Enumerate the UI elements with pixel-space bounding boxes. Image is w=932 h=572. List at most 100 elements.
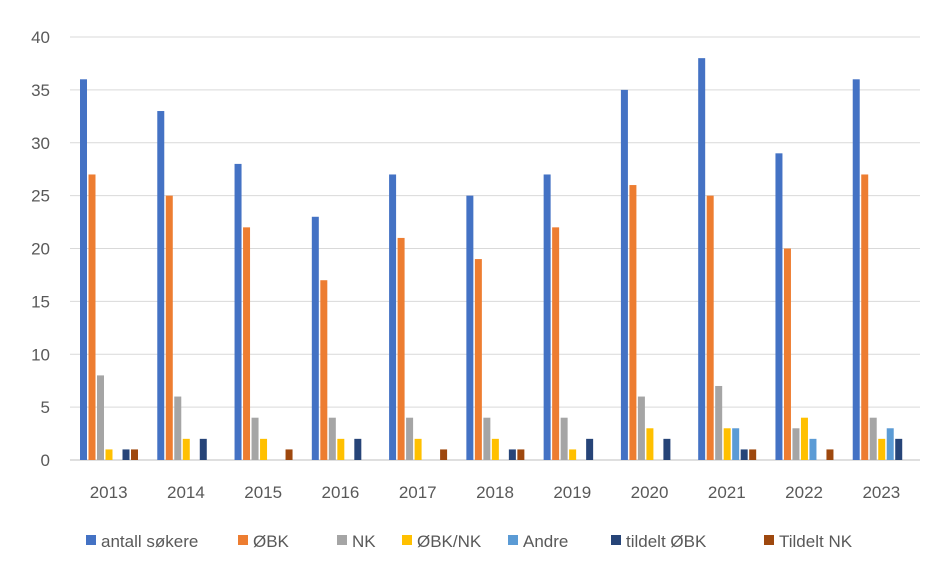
- bar-antall-søkere-2019: [543, 174, 551, 460]
- legend: antall søkere ØBK NK ØBK/NK Andre tildelt ØBK…: [86, 532, 853, 551]
- y-tick-label: 5: [41, 398, 50, 417]
- bar-tildelt-nk-2018: [517, 449, 525, 460]
- bar-nk-2023: [869, 417, 877, 460]
- x-tick-label: 2014: [167, 483, 205, 502]
- bar-øbk-2023: [861, 174, 869, 460]
- bar-tildelt-nk-2015: [285, 449, 293, 460]
- bar-antall-søkere-2020: [620, 89, 628, 460]
- x-axis: 2013 2014 2015 2016 2017 2018 2019 2020 2021 2022…: [90, 483, 901, 502]
- x-tick-label: 2021: [708, 483, 746, 502]
- x-tick-label: 2022: [785, 483, 823, 502]
- y-tick-label: 20: [31, 240, 50, 259]
- bar-antall-søkere-2022: [775, 153, 783, 460]
- bar-antall-søkere-2017: [389, 174, 397, 460]
- bar-øbk-nk-2015: [260, 438, 268, 460]
- bar-øbk-2018: [474, 259, 482, 460]
- bar-øbk-2015: [243, 227, 251, 460]
- legend-swatch: [337, 535, 347, 545]
- bar-nk-2021: [715, 385, 723, 460]
- legend-swatch: [238, 535, 248, 545]
- bar-antall-søkere-2021: [698, 58, 706, 461]
- x-tick-label: 2018: [476, 483, 514, 502]
- legend-swatch: [508, 535, 518, 545]
- bar-øbk-nk-2022: [800, 417, 808, 460]
- y-tick-label: 0: [41, 451, 50, 470]
- y-tick-label: 30: [31, 134, 50, 153]
- bar-øbk-2021: [706, 195, 714, 460]
- bar-nk-2015: [251, 417, 259, 460]
- x-tick-label: 2015: [244, 483, 282, 502]
- bar-tildelt-øbk-2016: [354, 438, 362, 460]
- legend-swatch: [764, 535, 774, 545]
- bar-øbk-2013: [88, 174, 96, 460]
- bar-nk-2014: [174, 396, 182, 460]
- bar-tildelt-nk-2022: [826, 449, 834, 460]
- bar-antall-søkere-2023: [852, 79, 860, 461]
- bar-tildelt-øbk-2013: [122, 449, 130, 460]
- y-tick-label: 25: [31, 187, 50, 206]
- x-tick-label: 2016: [322, 483, 360, 502]
- bar-nk-2017: [406, 417, 414, 460]
- y-tick-label: 40: [31, 28, 50, 47]
- bar-tildelt-øbk-2014: [199, 438, 207, 460]
- bar-nk-2022: [792, 428, 800, 460]
- bar-nk-2020: [637, 396, 645, 460]
- bar-øbk-2022: [783, 248, 791, 460]
- bar-nk-2013: [97, 375, 104, 460]
- legend-label: NK: [352, 532, 376, 551]
- bar-øbk-nk-2018: [491, 438, 499, 460]
- bar-antall-søkere-2013: [80, 79, 87, 461]
- bar-øbk-2016: [320, 280, 328, 460]
- x-tick-label: 2019: [553, 483, 591, 502]
- bar-tildelt-nk-2017: [440, 449, 448, 460]
- bar-øbk-nk-2016: [337, 438, 345, 460]
- bar-nk-2019: [560, 417, 568, 460]
- legend-label: ØBK/NK: [417, 532, 482, 551]
- bar-øbk-nk-2023: [878, 438, 886, 460]
- bar-antall-søkere-2014: [157, 111, 165, 461]
- legend-label: Tildelt NK: [779, 532, 853, 551]
- bar-øbk-nk-2013: [105, 449, 113, 460]
- bar-øbk-nk-2021: [723, 428, 731, 460]
- legend-swatch: [86, 535, 96, 545]
- bar-øbk-2014: [165, 195, 173, 460]
- bar-nk-2018: [483, 417, 491, 460]
- bar-antall-søkere-2018: [466, 195, 474, 460]
- bar-øbk-2017: [397, 237, 405, 460]
- bar-nk-2016: [328, 417, 336, 460]
- bar-øbk-2019: [552, 227, 560, 460]
- y-tick-label: 15: [31, 292, 50, 311]
- y-tick-label: 10: [31, 345, 50, 364]
- legend-label: Andre: [523, 532, 568, 551]
- bar-antall-søkere-2015: [234, 163, 242, 460]
- bar-tildelt-øbk-2019: [586, 438, 594, 460]
- bar-antall-søkere-2016: [311, 216, 319, 460]
- x-tick-label: 2020: [631, 483, 669, 502]
- legend-swatch: [402, 535, 412, 545]
- bar-tildelt-øbk-2020: [663, 438, 671, 460]
- bar-tildelt-øbk-2023: [895, 438, 903, 460]
- bar-øbk-nk-2020: [646, 428, 654, 460]
- bar-tildelt-øbk-2021: [740, 449, 748, 460]
- bar-tildelt-nk-2021: [749, 449, 757, 460]
- bar-andre-2021: [732, 428, 740, 460]
- x-tick-label: 2017: [399, 483, 437, 502]
- bars: [80, 58, 903, 461]
- bar-øbk-2020: [629, 185, 637, 461]
- legend-label: antall søkere: [101, 532, 198, 551]
- legend-label: ØBK: [253, 532, 290, 551]
- legend-swatch: [611, 535, 621, 545]
- bar-andre-2022: [809, 438, 817, 460]
- bar-andre-2023: [886, 428, 894, 460]
- y-axis: 0 5 10 15 20 25 30 35 40: [31, 28, 50, 470]
- gridlines: [70, 36, 920, 461]
- legend-label: tildelt ØBK: [626, 532, 707, 551]
- bar-tildelt-øbk-2018: [508, 449, 516, 460]
- x-tick-label: 2013: [90, 483, 128, 502]
- bar-øbk-nk-2017: [414, 438, 422, 460]
- x-tick-label: 2023: [862, 483, 900, 502]
- bar-øbk-nk-2014: [182, 438, 190, 460]
- y-tick-label: 35: [31, 81, 50, 100]
- bar-tildelt-nk-2013: [131, 449, 138, 460]
